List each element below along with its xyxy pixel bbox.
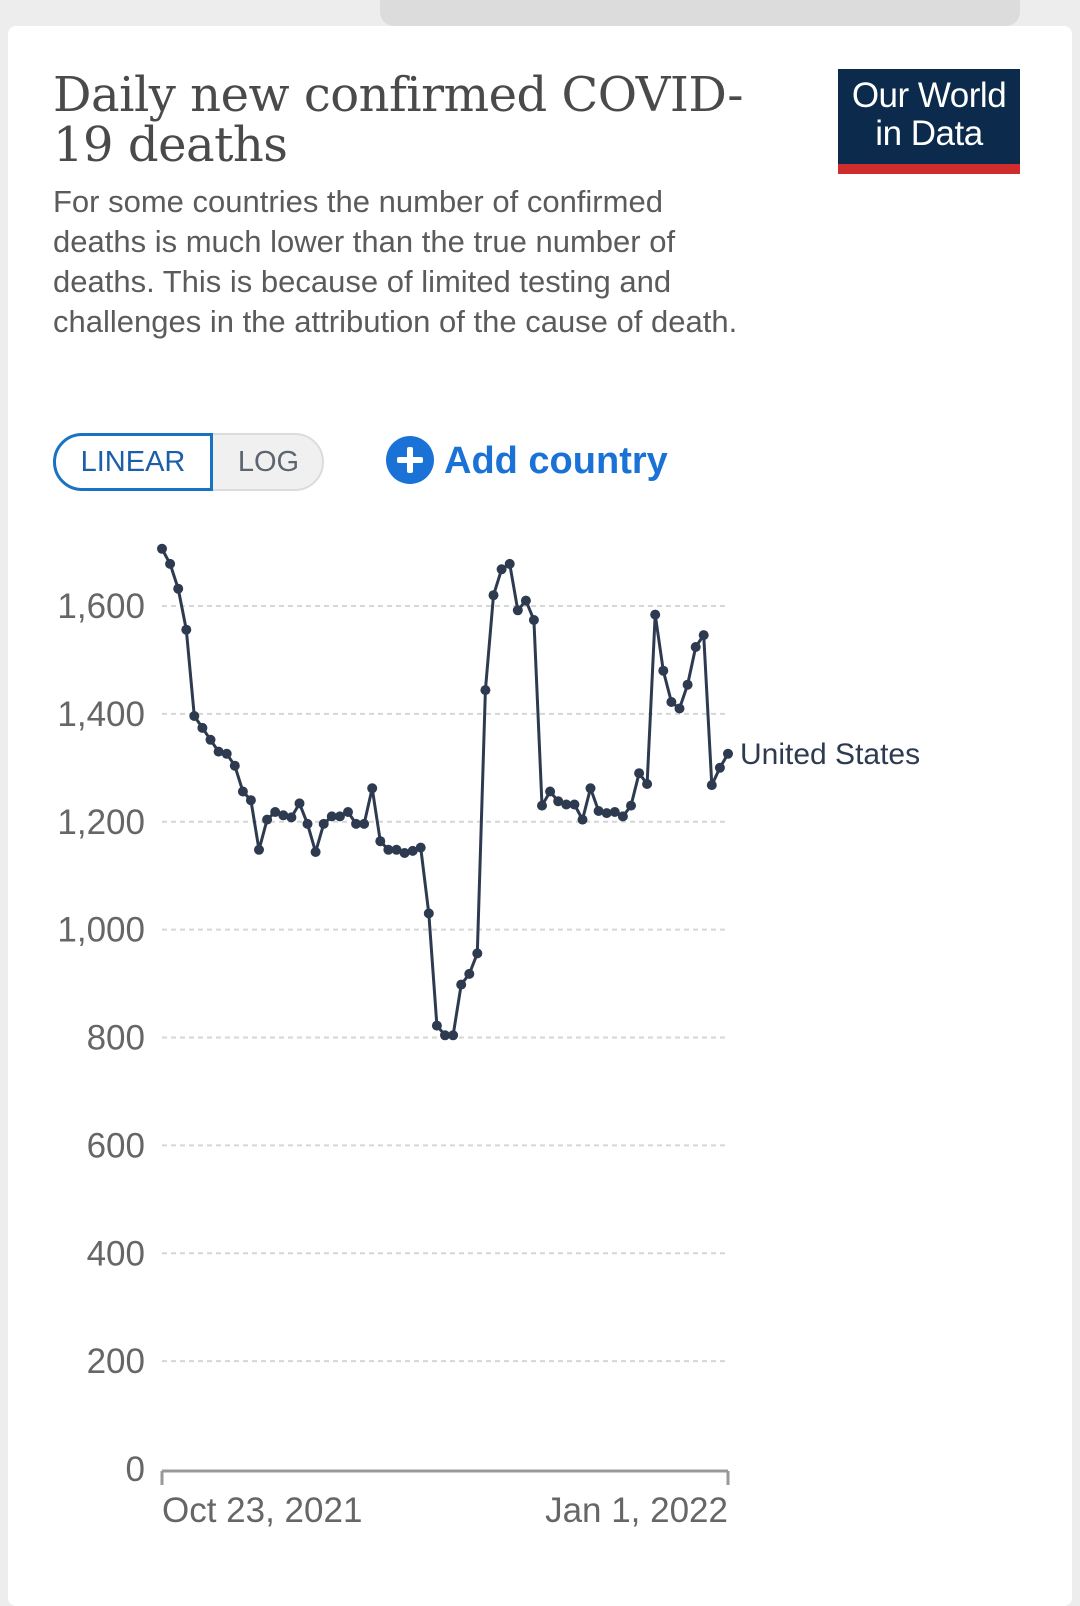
data-point bbox=[359, 818, 370, 829]
chart-subtitle: For some countries the number of confirm… bbox=[53, 184, 738, 339]
y-tick-label: 0 bbox=[126, 1450, 145, 1489]
series-label-united-states: United States bbox=[740, 738, 920, 771]
data-point bbox=[197, 722, 208, 733]
data-point bbox=[318, 818, 329, 829]
data-point bbox=[181, 624, 192, 635]
y-tick-label: 400 bbox=[87, 1234, 145, 1273]
plus-circle-icon bbox=[386, 436, 434, 484]
data-point bbox=[351, 818, 362, 829]
y-tick-label: 1,000 bbox=[57, 911, 145, 950]
data-point bbox=[642, 779, 653, 789]
data-point bbox=[666, 697, 677, 707]
linear-scale-button[interactable]: LINEAR bbox=[53, 433, 213, 491]
data-point bbox=[407, 845, 418, 856]
y-tick-label: 1,600 bbox=[57, 587, 145, 626]
data-point bbox=[391, 844, 402, 855]
data-point bbox=[205, 734, 216, 745]
data-point bbox=[601, 808, 612, 819]
data-point bbox=[254, 844, 264, 855]
data-point bbox=[173, 583, 184, 594]
data-point bbox=[714, 762, 725, 773]
top-shadow bbox=[380, 0, 1020, 26]
owid-logo[interactable]: Our World in Data bbox=[838, 69, 1020, 174]
data-point bbox=[480, 685, 491, 696]
y-tick-label: 600 bbox=[87, 1126, 145, 1165]
data-point bbox=[294, 798, 305, 809]
y-tick-label: 1,200 bbox=[57, 803, 145, 842]
data-point bbox=[302, 818, 313, 829]
add-country-label: Add country bbox=[444, 440, 668, 482]
data-point bbox=[617, 811, 628, 822]
data-point bbox=[545, 786, 556, 797]
data-point bbox=[593, 806, 604, 816]
data-point bbox=[512, 605, 523, 616]
logo-line-1: Our World bbox=[851, 76, 1007, 115]
x-tick-label: Jan 1, 2022 bbox=[545, 1491, 728, 1530]
data-point bbox=[221, 748, 232, 759]
data-point bbox=[262, 814, 273, 825]
data-point bbox=[496, 564, 507, 575]
y-tick-label: 200 bbox=[87, 1342, 145, 1381]
data-point bbox=[399, 848, 410, 858]
data-point bbox=[326, 811, 337, 822]
data-point bbox=[213, 746, 224, 757]
y-tick-label: 800 bbox=[87, 1019, 145, 1058]
data-point bbox=[609, 807, 620, 817]
data-point bbox=[706, 780, 717, 791]
data-point bbox=[440, 1030, 450, 1041]
y-tick-label: 1,400 bbox=[57, 695, 145, 734]
data-point bbox=[682, 679, 693, 690]
data-point bbox=[504, 558, 515, 569]
data-point bbox=[537, 800, 547, 811]
data-point bbox=[286, 812, 297, 823]
data-point bbox=[658, 665, 669, 676]
data-point bbox=[674, 703, 685, 714]
data-point bbox=[520, 595, 531, 606]
logo-red-bar bbox=[838, 164, 1020, 174]
data-point bbox=[278, 810, 289, 821]
data-point bbox=[626, 800, 636, 811]
data-point bbox=[464, 968, 475, 979]
x-tick-label: Oct 23, 2021 bbox=[162, 1491, 362, 1530]
data-point bbox=[634, 768, 645, 779]
data-point bbox=[237, 786, 248, 797]
data-point bbox=[723, 748, 733, 759]
chart-card bbox=[8, 26, 1072, 1606]
data-point bbox=[577, 814, 588, 825]
data-point bbox=[553, 796, 564, 807]
data-point bbox=[157, 543, 167, 554]
data-point bbox=[528, 615, 539, 625]
data-point bbox=[650, 609, 661, 620]
data-point bbox=[569, 799, 580, 810]
data-point bbox=[367, 783, 378, 794]
data-point bbox=[343, 807, 353, 817]
data-point bbox=[431, 1020, 442, 1031]
data-point bbox=[165, 558, 176, 569]
data-point bbox=[585, 783, 596, 794]
data-point bbox=[383, 844, 394, 855]
data-point bbox=[270, 807, 281, 817]
data-point bbox=[245, 795, 256, 806]
logo-text: Our World in Data bbox=[838, 77, 1020, 153]
data-point bbox=[334, 811, 345, 822]
data-point bbox=[698, 630, 709, 641]
data-point bbox=[423, 908, 434, 919]
chart-title: Daily new confirmed COVID-19 deaths bbox=[53, 67, 743, 173]
data-point bbox=[690, 642, 701, 652]
data-point bbox=[310, 847, 321, 857]
data-point bbox=[375, 836, 386, 847]
data-point bbox=[415, 842, 426, 853]
data-point bbox=[448, 1030, 459, 1041]
data-point bbox=[472, 948, 483, 959]
data-point bbox=[189, 711, 200, 721]
scale-toggle: LINEAR LOG bbox=[53, 433, 324, 491]
data-point bbox=[488, 590, 499, 601]
data-point bbox=[561, 799, 572, 810]
data-point bbox=[456, 979, 467, 990]
logo-line-2: in Data bbox=[875, 114, 983, 153]
data-point bbox=[229, 760, 240, 771]
log-scale-button[interactable]: LOG bbox=[237, 446, 300, 478]
